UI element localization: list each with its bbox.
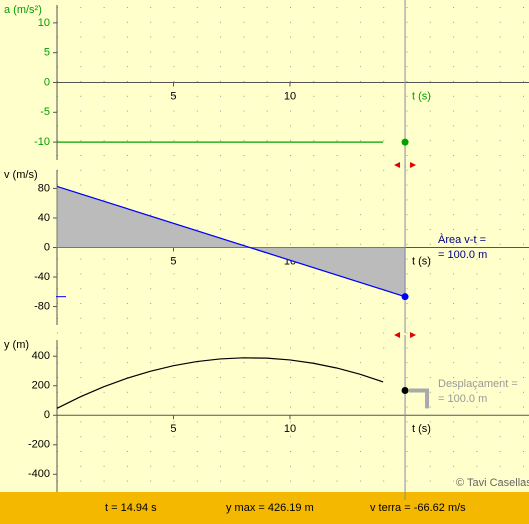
x-tick-label: 5 [170,90,176,102]
marker [401,386,409,394]
series-line [56,357,384,409]
y-tick-label: 200 [32,380,50,392]
credit: © Tavi Casellas [456,477,529,489]
x-axis-label: t (s) [412,255,431,267]
x-tick-label: 10 [284,90,296,102]
time-arrows [394,332,417,338]
x-axis-label: t (s) [412,423,431,435]
y-axis-label: a (m/s²) [4,4,42,16]
displacement-bar [409,388,430,409]
status-v: v terra = -66.62 m/s [370,502,466,514]
x-axis-label: t (s) [412,90,431,102]
y-tick-label: 0 [44,409,50,421]
y-tick-label: -10 [34,136,50,148]
annotation: = 100.0 m [438,393,487,405]
annotation: = 100.0 m [438,249,487,261]
y-tick-label: 400 [32,350,50,362]
series-line [56,185,406,298]
y-tick-label: -5 [40,106,50,118]
annotation: Desplaçament = [438,378,518,390]
y-axis-label: y (m) [4,339,29,351]
y-tick-label: 5 [44,47,50,59]
marker [401,138,409,146]
status-ymax: y max = 426.19 m [226,502,314,514]
y-tick-label: 80 [38,182,50,194]
x-tick-label: 10 [284,423,296,435]
annotation: Àrea v-t = [438,233,486,246]
y-tick-label: 0 [44,241,50,253]
y-tick-label: 40 [38,212,50,224]
status-bar [0,492,529,524]
y-tick-label: 0 [44,76,50,88]
y-tick-label: -40 [34,271,50,283]
x-tick-label: 5 [170,255,176,267]
status-t: t = 14.94 s [105,502,157,514]
marker [401,293,409,301]
y-axis-label: v (m/s) [4,169,38,181]
y-tick-label: -400 [28,468,50,480]
y-tick-label: 10 [38,17,50,29]
y-tick-label: -80 [34,300,50,312]
x-tick-label: 5 [170,423,176,435]
y-tick-label: -200 [28,439,50,451]
time-arrows [394,162,417,168]
